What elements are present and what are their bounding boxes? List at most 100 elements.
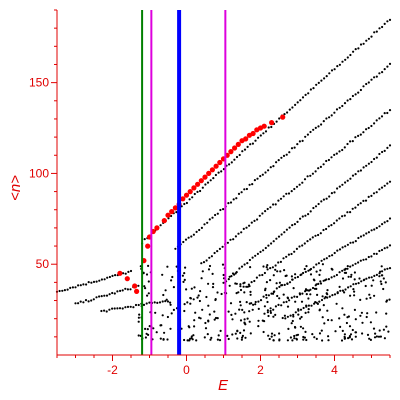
data-point — [273, 334, 276, 337]
data-point — [182, 280, 185, 283]
data-point — [309, 238, 312, 241]
data-point — [229, 302, 233, 305]
data-point-highlighted — [134, 288, 140, 294]
data-point — [286, 111, 289, 114]
data-point — [275, 282, 278, 285]
data-point — [175, 211, 178, 214]
data-point — [217, 171, 220, 174]
data-point — [137, 334, 140, 337]
data-point — [84, 299, 88, 302]
data-point — [382, 328, 385, 331]
data-point — [373, 122, 376, 125]
data-point — [328, 255, 331, 258]
data-point — [285, 300, 288, 303]
data-point — [231, 272, 235, 275]
data-point — [241, 336, 244, 339]
data-point — [359, 43, 363, 46]
data-point — [242, 227, 245, 230]
data-point — [338, 185, 341, 188]
data-point — [291, 278, 294, 281]
data-point — [264, 171, 267, 174]
data-point — [298, 245, 301, 248]
data-point — [338, 106, 341, 109]
data-point — [302, 327, 305, 330]
data-point — [69, 286, 72, 289]
data-point — [317, 202, 320, 206]
data-point — [193, 319, 196, 322]
data-point — [158, 301, 162, 304]
data-point — [388, 244, 392, 247]
data-point — [306, 133, 309, 136]
data-point — [235, 282, 238, 285]
data-point — [243, 321, 246, 324]
data-point — [285, 228, 288, 231]
data-point — [256, 252, 259, 255]
data-point — [207, 304, 210, 307]
data-point — [351, 174, 355, 177]
data-point — [137, 284, 140, 287]
data-point — [145, 273, 149, 276]
data-point — [368, 276, 371, 279]
data-point — [269, 279, 272, 282]
data-point — [289, 336, 292, 339]
data-point — [370, 194, 373, 197]
data-point — [325, 257, 328, 260]
data-point — [362, 234, 365, 237]
data-point — [74, 302, 77, 305]
data-point — [296, 275, 299, 279]
data-point — [261, 173, 264, 176]
data-point — [335, 219, 338, 222]
data-point — [386, 220, 389, 223]
data-point — [372, 327, 376, 330]
data-point — [307, 308, 310, 311]
data-point — [129, 288, 132, 291]
data-point — [359, 259, 362, 262]
data-point — [341, 329, 344, 332]
data-point — [325, 117, 328, 120]
data-point — [269, 206, 272, 209]
data-point — [359, 88, 362, 92]
data-point — [277, 261, 280, 264]
data-point — [374, 332, 377, 335]
data-point — [354, 136, 357, 139]
data-point — [160, 324, 163, 327]
data-point — [293, 223, 296, 226]
data-point — [288, 226, 291, 229]
data-point — [339, 325, 342, 328]
data-point — [216, 212, 219, 215]
data-point — [189, 297, 192, 300]
data-point — [166, 265, 169, 268]
data-point — [378, 225, 381, 228]
data-point — [324, 279, 327, 282]
data-point — [315, 283, 318, 286]
data-point — [383, 221, 386, 224]
data-point — [330, 156, 333, 159]
data-point — [385, 312, 388, 315]
data-point — [190, 287, 193, 290]
data-point — [354, 335, 357, 338]
data-point — [290, 190, 293, 193]
data-point — [319, 280, 322, 283]
data-point — [349, 275, 353, 278]
data-point — [285, 274, 288, 277]
data-point — [320, 329, 323, 332]
data-point — [272, 165, 275, 168]
data-point — [263, 305, 266, 308]
data-point — [322, 120, 325, 123]
data-point — [290, 275, 293, 278]
data-point — [324, 295, 327, 299]
data-point — [373, 31, 376, 34]
data-point — [190, 235, 193, 238]
data-point — [386, 182, 389, 185]
data-point — [165, 298, 168, 301]
data-point — [312, 128, 315, 131]
data-point — [338, 217, 341, 220]
data-point — [161, 300, 164, 303]
data-point — [361, 332, 364, 335]
data-point — [314, 205, 318, 208]
data-point — [208, 313, 211, 316]
data-point — [354, 240, 357, 243]
x-tick-label: 4 — [331, 363, 338, 377]
data-point — [282, 257, 285, 260]
data-point — [285, 153, 288, 156]
